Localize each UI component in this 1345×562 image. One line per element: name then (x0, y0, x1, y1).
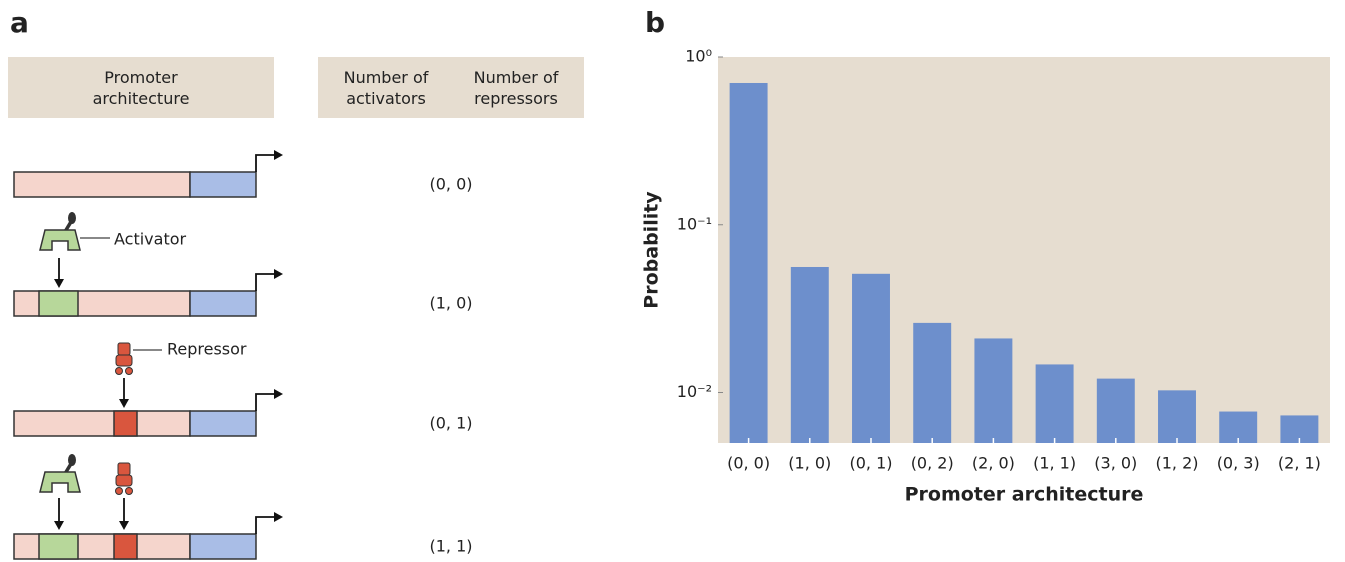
x-tick-label: (2, 1) (1278, 454, 1321, 473)
header-text: Promoter architecture (86, 67, 196, 109)
x-tick-label: (1, 2) (1155, 454, 1198, 473)
x-tick-label: (3, 0) (1094, 454, 1137, 473)
bar (791, 267, 829, 443)
chart: 10⁰ 10⁻¹ 10⁻² (0, 0) (1, 0) (0, 1) (0, 2) (2, 0… (641, 47, 1331, 506)
header-text: Number of activators (336, 67, 436, 109)
bar (1158, 390, 1196, 443)
header-cell: Promoter architecture (8, 57, 274, 118)
row-label: (1, 1) (429, 537, 472, 556)
bar (730, 83, 768, 443)
x-tick-label: (0, 1) (849, 454, 892, 473)
bar (852, 274, 890, 443)
annotation: Activator (114, 230, 187, 249)
x-axis-label: Promoter architecture (905, 484, 1144, 506)
x-tick-label: (0, 3) (1217, 454, 1260, 473)
row-label: (0, 0) (429, 175, 472, 194)
bar (913, 323, 951, 443)
x-tick-label: (0, 0) (727, 454, 770, 473)
y-tick-label: 10⁻¹ (677, 214, 712, 233)
y-tick-label: 10⁻² (677, 382, 712, 401)
x-tick-label: (2, 0) (972, 454, 1015, 473)
bar (1036, 364, 1074, 443)
row-label: (0, 1) (429, 414, 472, 433)
header-cell: Number of activators Number of repressor… (318, 57, 584, 118)
row-label: (1, 0) (429, 294, 472, 313)
bar (974, 338, 1012, 443)
annotation: Repressor (167, 340, 247, 359)
panel-label: b (645, 6, 665, 39)
x-tick-label: (1, 1) (1033, 454, 1076, 473)
page: a Activator Repressor (0, 0) (1, 0) (0, … (0, 0, 1345, 562)
x-tick-label: (0, 2) (911, 454, 954, 473)
x-tick-label: (1, 0) (788, 454, 831, 473)
y-axis-label: Probability (641, 191, 663, 309)
panel-label: a (10, 6, 29, 39)
bar (1097, 379, 1135, 443)
y-tick-label: 10⁰ (685, 47, 712, 66)
header-text: Number of repressors (466, 67, 566, 109)
